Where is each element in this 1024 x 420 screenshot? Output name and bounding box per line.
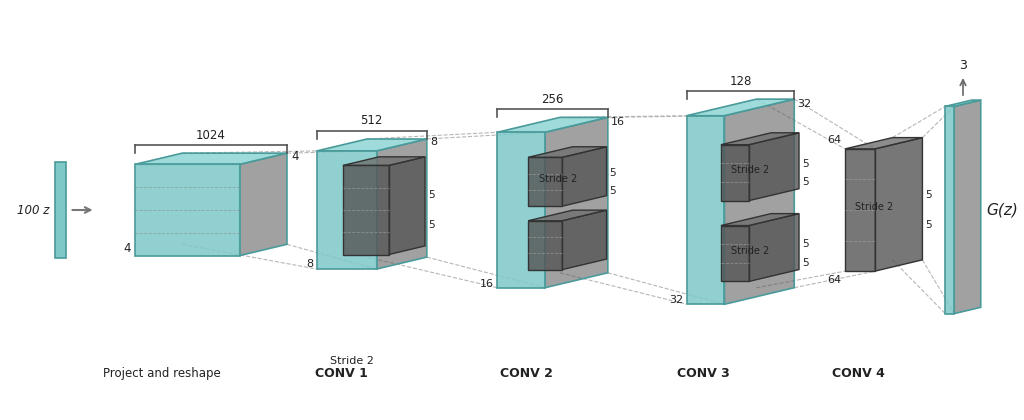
Text: 32: 32 [798,99,811,109]
Polygon shape [686,116,724,304]
Text: 5: 5 [802,159,809,168]
Text: 4: 4 [123,241,131,255]
Polygon shape [343,165,389,255]
Polygon shape [721,133,799,145]
Text: Stride 2: Stride 2 [540,173,578,184]
Text: CONV 3: CONV 3 [677,367,730,380]
Polygon shape [945,106,954,314]
Polygon shape [721,145,749,201]
Text: 5: 5 [609,186,616,196]
Polygon shape [316,139,427,151]
Text: CONV 1: CONV 1 [315,367,369,380]
Polygon shape [845,138,923,149]
Text: Stride 2: Stride 2 [330,356,374,366]
Polygon shape [749,133,799,201]
Polygon shape [845,149,874,271]
Polygon shape [721,214,799,226]
Polygon shape [562,210,606,270]
Text: CONV 2: CONV 2 [500,367,553,380]
Text: 4: 4 [291,150,298,163]
Text: 512: 512 [360,114,383,127]
Text: 128: 128 [729,74,752,87]
Polygon shape [135,153,287,164]
Text: 64: 64 [827,135,841,145]
Text: 16: 16 [480,278,495,289]
Text: 5: 5 [802,257,809,268]
Text: 256: 256 [542,93,563,106]
Text: 5: 5 [926,191,932,200]
Polygon shape [54,163,66,257]
Polygon shape [945,100,981,106]
Text: CONV 4: CONV 4 [831,367,885,380]
Text: 5: 5 [428,220,434,229]
Text: Stride 2: Stride 2 [731,246,769,256]
Polygon shape [528,147,606,158]
Text: 16: 16 [611,116,625,126]
Text: 5: 5 [802,177,809,187]
Polygon shape [874,138,923,271]
Polygon shape [686,99,795,116]
Text: 100 z: 100 z [16,204,49,216]
Text: 64: 64 [827,275,841,285]
Text: 5: 5 [926,220,932,229]
Text: Stride 2: Stride 2 [731,165,769,175]
Polygon shape [343,157,425,165]
Polygon shape [498,117,608,132]
Text: 32: 32 [670,295,684,305]
Text: 3: 3 [959,59,967,72]
Polygon shape [240,153,287,256]
Polygon shape [498,132,545,288]
Text: 1024: 1024 [196,129,226,142]
Polygon shape [954,100,981,314]
Polygon shape [528,221,562,270]
Text: 5: 5 [428,191,434,200]
Text: 8: 8 [306,259,313,269]
Polygon shape [562,147,606,206]
Polygon shape [528,158,562,206]
Text: 5: 5 [609,168,616,178]
Polygon shape [545,117,608,288]
Text: G(z): G(z) [987,202,1019,218]
Text: Stride 2: Stride 2 [855,202,893,212]
Polygon shape [528,210,606,221]
Polygon shape [316,151,377,269]
Polygon shape [749,214,799,281]
Polygon shape [377,139,427,269]
Polygon shape [135,164,240,256]
Text: Project and reshape: Project and reshape [103,367,221,380]
Polygon shape [721,226,749,281]
Text: 5: 5 [802,239,809,249]
Polygon shape [389,157,425,255]
Text: 8: 8 [430,136,437,147]
Polygon shape [724,99,795,304]
